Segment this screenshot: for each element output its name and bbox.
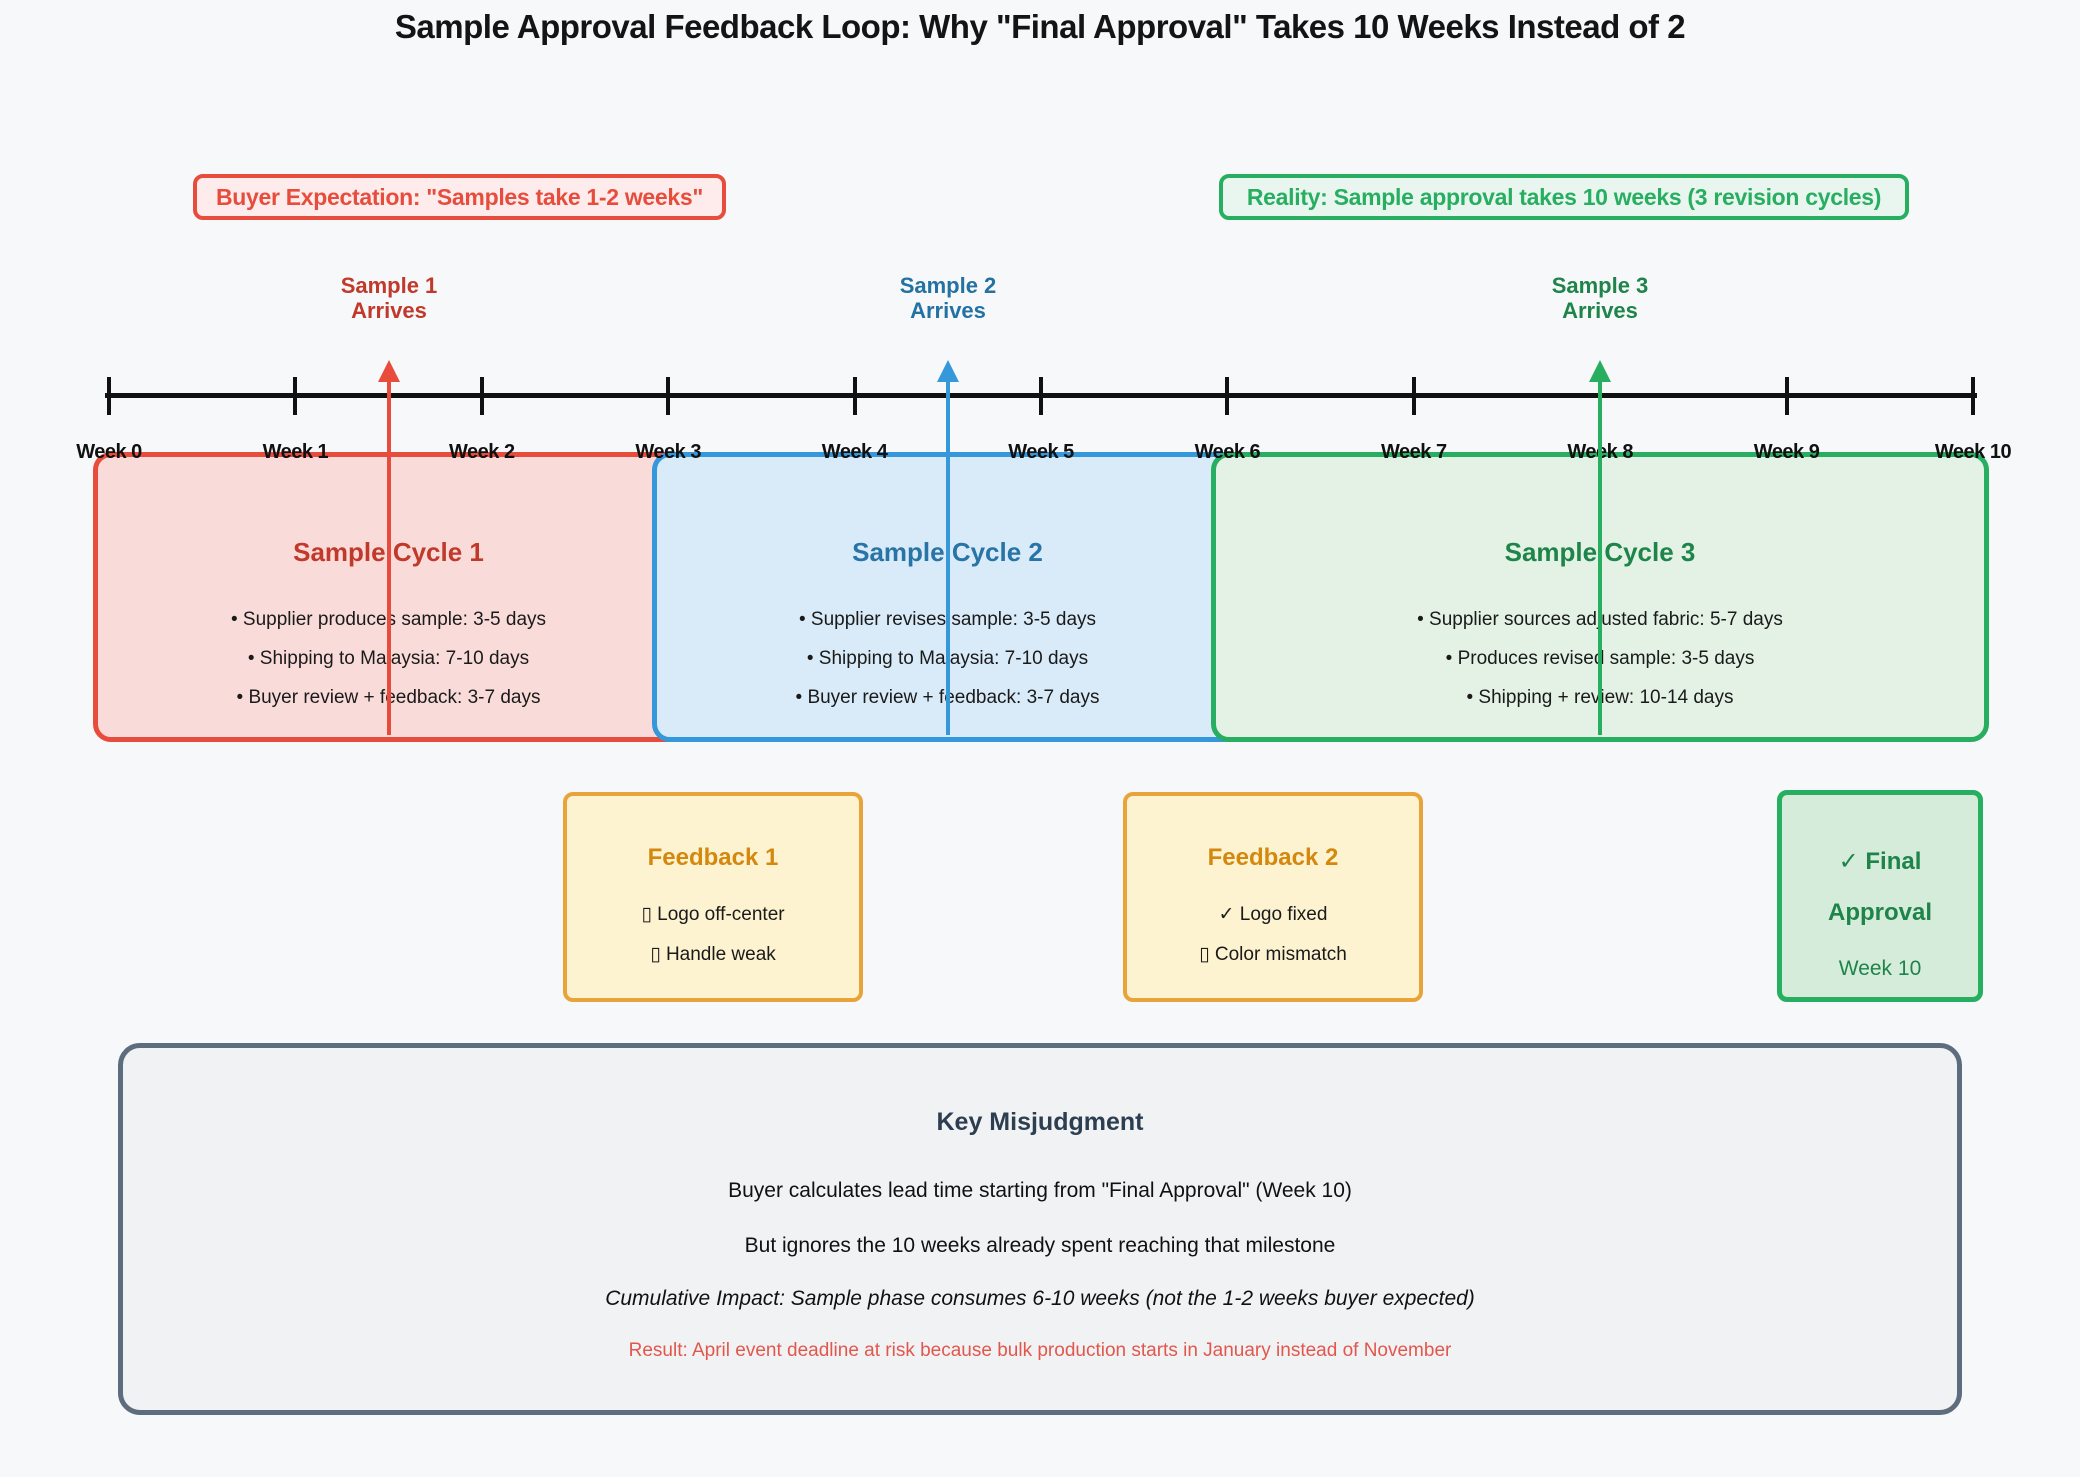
misjudgment-line: Buyer calculates lead time starting from…	[728, 1179, 1352, 1202]
page-title: Sample Approval Feedback Loop: Why "Fina…	[394, 8, 1686, 45]
final-approval-line: ✓ Final	[1838, 848, 1922, 875]
reality-text: Reality: Sample approval takes 10 weeks …	[1246, 183, 1882, 210]
final-approval-line: Approval	[1827, 899, 1932, 926]
marker-line: Sample 1	[340, 273, 438, 298]
week-label: Week 7	[1381, 441, 1447, 463]
timeline-tick	[293, 377, 298, 415]
feedback-item: ▯ Color mismatch	[1199, 944, 1347, 965]
feedback-title: Feedback 1	[647, 844, 779, 871]
week-label: Week 4	[821, 441, 888, 463]
timeline-tick	[1039, 377, 1043, 415]
week-label: Week 10	[1934, 441, 2012, 463]
feedback-item: ▯ Handle weak	[650, 944, 776, 965]
week-label: Week 0	[76, 441, 142, 463]
marker-line: Arrives	[351, 298, 427, 323]
marker-line: Arrives	[1562, 298, 1638, 323]
sample-2-arrow	[946, 378, 950, 735]
feedback-title: Feedback 2	[1207, 844, 1339, 871]
feedback-1-box: Feedback 1 ▯ Logo off-center ▯ Handle we…	[563, 792, 863, 1002]
timeline-tick	[1784, 377, 1789, 415]
timeline-tick	[666, 377, 671, 415]
feedback-2-box: Feedback 2 ✓ Logo fixed ▯ Color mismatch	[1123, 792, 1423, 1002]
key-misjudgment-title: Key Misjudgment	[936, 1108, 1144, 1136]
timeline-tick	[852, 377, 857, 415]
sample-1-arrow	[387, 378, 391, 735]
week-label: Week 1	[262, 441, 329, 463]
misjudgment-result-line: Result: April event deadline at risk bec…	[628, 1340, 1452, 1361]
timeline-tick	[107, 377, 111, 415]
week-label: Week 2	[449, 441, 515, 463]
week-label: Week 5	[1008, 441, 1074, 463]
final-approval-box: ✓ Final Approval Week 10	[1777, 790, 1983, 1002]
up-arrow-icon	[937, 360, 959, 382]
timeline-tick	[1411, 377, 1416, 415]
sample-2-arrives-label: Sample 2 Arrives	[848, 273, 1048, 323]
buyer-expectation-badge: Buyer Expectation: "Samples take 1-2 wee…	[193, 174, 726, 220]
final-approval-week: Week 10	[1838, 957, 1922, 980]
marker-line: Arrives	[910, 298, 986, 323]
sample-3-arrow	[1598, 378, 1602, 735]
timeline-tick	[1225, 377, 1230, 415]
timeline-tick	[1971, 377, 1975, 415]
key-misjudgment-box: Key Misjudgment Buyer calculates lead ti…	[118, 1043, 1962, 1415]
buyer-expectation-text: Buyer Expectation: "Samples take 1-2 wee…	[215, 183, 703, 210]
sample-1-arrives-label: Sample 1 Arrives	[289, 273, 489, 323]
feedback-item: ✓ Logo fixed	[1218, 904, 1328, 925]
timeline-tick	[479, 377, 484, 415]
marker-line: Sample 2	[899, 273, 997, 298]
up-arrow-icon	[1589, 360, 1611, 382]
up-arrow-icon	[378, 360, 400, 382]
week-label: Week 9	[1753, 441, 1820, 463]
reality-badge: Reality: Sample approval takes 10 weeks …	[1219, 174, 1909, 220]
misjudgment-line: Cumulative Impact: Sample phase consumes…	[605, 1287, 1475, 1310]
sample-3-arrives-label: Sample 3 Arrives	[1500, 273, 1700, 323]
misjudgment-line: But ignores the 10 weeks already spent r…	[744, 1234, 1336, 1257]
marker-line: Sample 3	[1551, 273, 1649, 298]
week-label: Week 6	[1194, 441, 1261, 463]
week-label: Week 3	[635, 441, 701, 463]
feedback-item: ▯ Logo off-center	[641, 904, 785, 925]
